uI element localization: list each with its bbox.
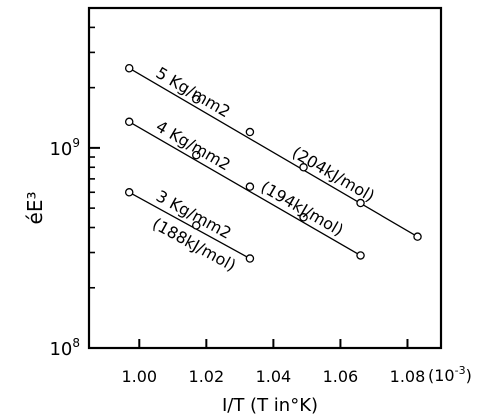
x-tick-label: 1.04 <box>256 367 292 386</box>
plot-frame <box>87 6 443 350</box>
data-point <box>413 232 422 241</box>
data-point <box>299 213 308 222</box>
data-point <box>245 127 255 137</box>
series-name-label: 5 Kg/mm2 <box>153 63 234 121</box>
series-energy-label: (204kJ/mol) <box>289 143 378 206</box>
data-point <box>356 251 365 260</box>
data-point <box>124 188 134 197</box>
x-axis-label: I/T (T in°K) <box>222 395 318 416</box>
series-3: 3 Kg/mm2(188kJ/mol) <box>124 186 255 275</box>
x-tick-label: 1.02 <box>189 367 225 386</box>
x-tick-label: 1.08 <box>390 367 426 386</box>
data-point <box>192 94 201 104</box>
data-point <box>245 254 255 263</box>
series-line <box>128 191 251 260</box>
x-tick-label: 1.06 <box>323 367 359 386</box>
x-tick-label: 1.00 <box>121 367 157 386</box>
series-line <box>128 67 418 238</box>
data-point <box>192 221 201 230</box>
series-line <box>128 121 361 257</box>
series-energy-label: (194kJ/mol) <box>257 177 346 240</box>
y-tick-label: 109 <box>49 136 80 160</box>
axis-ticks: 1.00 1.02 1.04 1.06 1.08 109 108 <box>49 26 426 386</box>
data-point <box>124 63 134 73</box>
x-multiplier-label: (10-3) <box>428 364 472 385</box>
data-point <box>245 182 255 191</box>
data-point <box>299 163 308 172</box>
series-layer: 5 Kg/mm2 (204kJ/mol) 4 Kg/mm2 (194kJ/mol)3 … <box>124 63 422 275</box>
y-tick-label: 108 <box>49 336 80 360</box>
data-point <box>192 150 201 160</box>
data-point <box>356 198 365 208</box>
y-axis-label: éE³ <box>23 192 47 225</box>
series-1: 5 Kg/mm2 (204kJ/mol) <box>124 63 422 241</box>
data-point <box>124 117 134 127</box>
series-name-label: 4 Kg/mm2 <box>153 117 234 175</box>
